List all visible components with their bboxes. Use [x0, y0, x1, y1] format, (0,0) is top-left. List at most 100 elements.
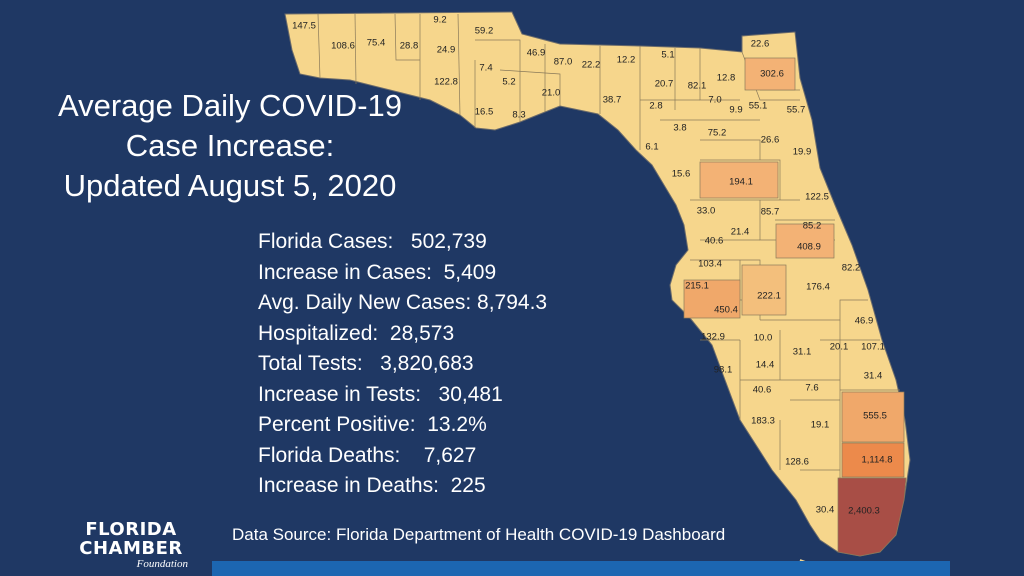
county-value-label: 132.9	[701, 332, 725, 343]
logo-line-1: FLORIDA	[85, 519, 177, 540]
county-value-label: 555.5	[863, 411, 887, 422]
county-labels: 147.5 108.6 75.4 28.8 9.2 24.9 59.2 122.8 7.4 5.2…	[292, 15, 892, 517]
statistics-list: Florida Cases: 502,739 Increase in Cases…	[258, 227, 547, 502]
stat-increase-in-tests: Increase in Tests: 30,481	[258, 382, 503, 406]
county-value-label: 98.1	[714, 365, 733, 376]
county-value-label: 6.1	[645, 142, 658, 153]
stat-total-tests: Total Tests: 3,820,683	[258, 352, 474, 375]
stat-florida-deaths: Florida Deaths: 7,627	[258, 443, 477, 467]
county-value-label: 2,400.3	[848, 506, 880, 517]
county-value-label: 7.4	[479, 63, 492, 74]
county-value-label: 87.0	[554, 57, 573, 68]
county-value-label: 82.1	[688, 81, 707, 92]
stat-increase-in-deaths: Increase in Deaths: 225	[258, 474, 486, 497]
county-value-label: 128.6	[785, 457, 809, 468]
county-value-label: 7.6	[805, 383, 818, 394]
stat-increase-in-cases: Increase in Cases: 5,409	[258, 260, 497, 284]
county-value-label: 31.4	[864, 371, 883, 382]
county-value-label: 176.4	[806, 282, 830, 293]
county-value-label: 75.4	[367, 38, 386, 49]
bottom-accent-bar	[212, 561, 950, 576]
county-value-label: 40.6	[753, 385, 772, 396]
data-source: Data Source: Florida Department of Healt…	[232, 525, 726, 544]
county-value-label: 183.3	[751, 416, 775, 427]
county-value-label: 26.6	[761, 135, 780, 146]
county-value-label: 12.8	[717, 73, 736, 84]
county-555	[841, 391, 905, 443]
florida-panhandle	[284, 11, 911, 557]
county-2400	[837, 477, 907, 557]
county-value-label: 55.1	[749, 101, 768, 112]
title-line: Updated August 5, 2020	[63, 168, 397, 203]
county-302	[744, 57, 796, 91]
county-value-label: 147.5	[292, 21, 316, 32]
county-value-label: 46.9	[855, 316, 874, 327]
county-value-label: 15.6	[672, 169, 691, 180]
county-value-label: 10.0	[754, 333, 773, 344]
county-value-label: 85.2	[803, 221, 822, 232]
stat-avg-daily-new-cases: Avg. Daily New Cases: 8,794.3	[258, 291, 548, 314]
county-value-label: 30.4	[816, 505, 835, 516]
slide-title: Average Daily COVID-19 Case Increase: Up…	[20, 86, 440, 206]
county-value-label: 107.1	[861, 342, 885, 353]
county-194	[699, 161, 779, 199]
county-value-label: 302.6	[760, 69, 784, 80]
county-value-label: 75.2	[708, 128, 727, 139]
county-value-label: 5.1	[661, 50, 674, 61]
county-value-label: 9.2	[433, 15, 446, 26]
county-value-label: 24.9	[437, 45, 456, 56]
county-value-label: 8.3	[512, 110, 525, 121]
county-value-label: 2.8	[649, 101, 662, 112]
logo-line-2: CHAMBER	[79, 538, 183, 559]
county-1114	[841, 442, 905, 478]
county-value-label: 1,114.8	[862, 455, 893, 466]
county-value-label: 31.1	[793, 347, 812, 358]
county-value-label: 215.1	[685, 281, 709, 292]
county-value-label: 55.7	[787, 105, 806, 116]
county-value-label: 20.7	[655, 79, 674, 90]
county-value-label: 82.2	[842, 263, 861, 274]
county-value-label: 122.5	[805, 192, 829, 203]
county-value-label: 22.2	[582, 60, 601, 71]
stat-hospitalized: Hospitalized: 28,573	[258, 321, 455, 345]
county-value-label: 108.6	[331, 41, 355, 52]
county-value-label: 450.4	[714, 305, 738, 316]
county-450	[683, 279, 741, 319]
florida-chamber-foundation-logo: FLORIDA CHAMBER Foundation	[66, 520, 196, 576]
county-value-label: 7.0	[708, 95, 721, 106]
stat-florida-cases: Florida Cases: 502,739	[258, 230, 487, 253]
county-222	[741, 264, 787, 316]
county-value-label: 85.7	[761, 207, 780, 218]
county-value-label: 21.4	[731, 227, 750, 238]
title-line: Average Daily COVID-19	[57, 88, 402, 123]
county-value-label: 14.4	[756, 360, 775, 371]
county-value-label: 12.2	[617, 55, 636, 66]
county-value-label: 222.1	[757, 291, 781, 302]
county-value-label: 40.6	[705, 236, 724, 247]
county-value-label: 28.8	[400, 41, 419, 52]
county-value-label: 33.0	[697, 206, 716, 217]
county-value-label: 20.1	[830, 342, 849, 353]
county-value-label: 122.8	[434, 77, 458, 88]
county-value-label: 21.0	[542, 88, 561, 99]
county-value-label: 16.5	[475, 107, 494, 118]
logo-line-3: Foundation	[136, 558, 188, 570]
county-value-label: 38.7	[603, 95, 622, 106]
county-value-label: 103.4	[698, 259, 722, 270]
county-boundaries	[317, 13, 900, 480]
county-value-label: 408.9	[797, 242, 821, 253]
county-value-label: 5.2	[502, 77, 515, 88]
county-value-label: 3.8	[673, 123, 686, 134]
county-value-label: 194.1	[729, 177, 753, 188]
county-value-label: 46.9	[527, 48, 546, 59]
stat-percent-positive: Percent Positive: 13.2%	[258, 413, 487, 436]
county-value-label: 9.9	[729, 105, 742, 116]
county-value-label: 59.2	[475, 26, 494, 37]
county-408	[775, 223, 835, 259]
county-value-label: 19.9	[793, 147, 812, 158]
title-line: Case Increase:	[125, 128, 335, 163]
county-value-label: 22.6	[751, 39, 770, 50]
county-value-label: 19.1	[811, 420, 830, 431]
